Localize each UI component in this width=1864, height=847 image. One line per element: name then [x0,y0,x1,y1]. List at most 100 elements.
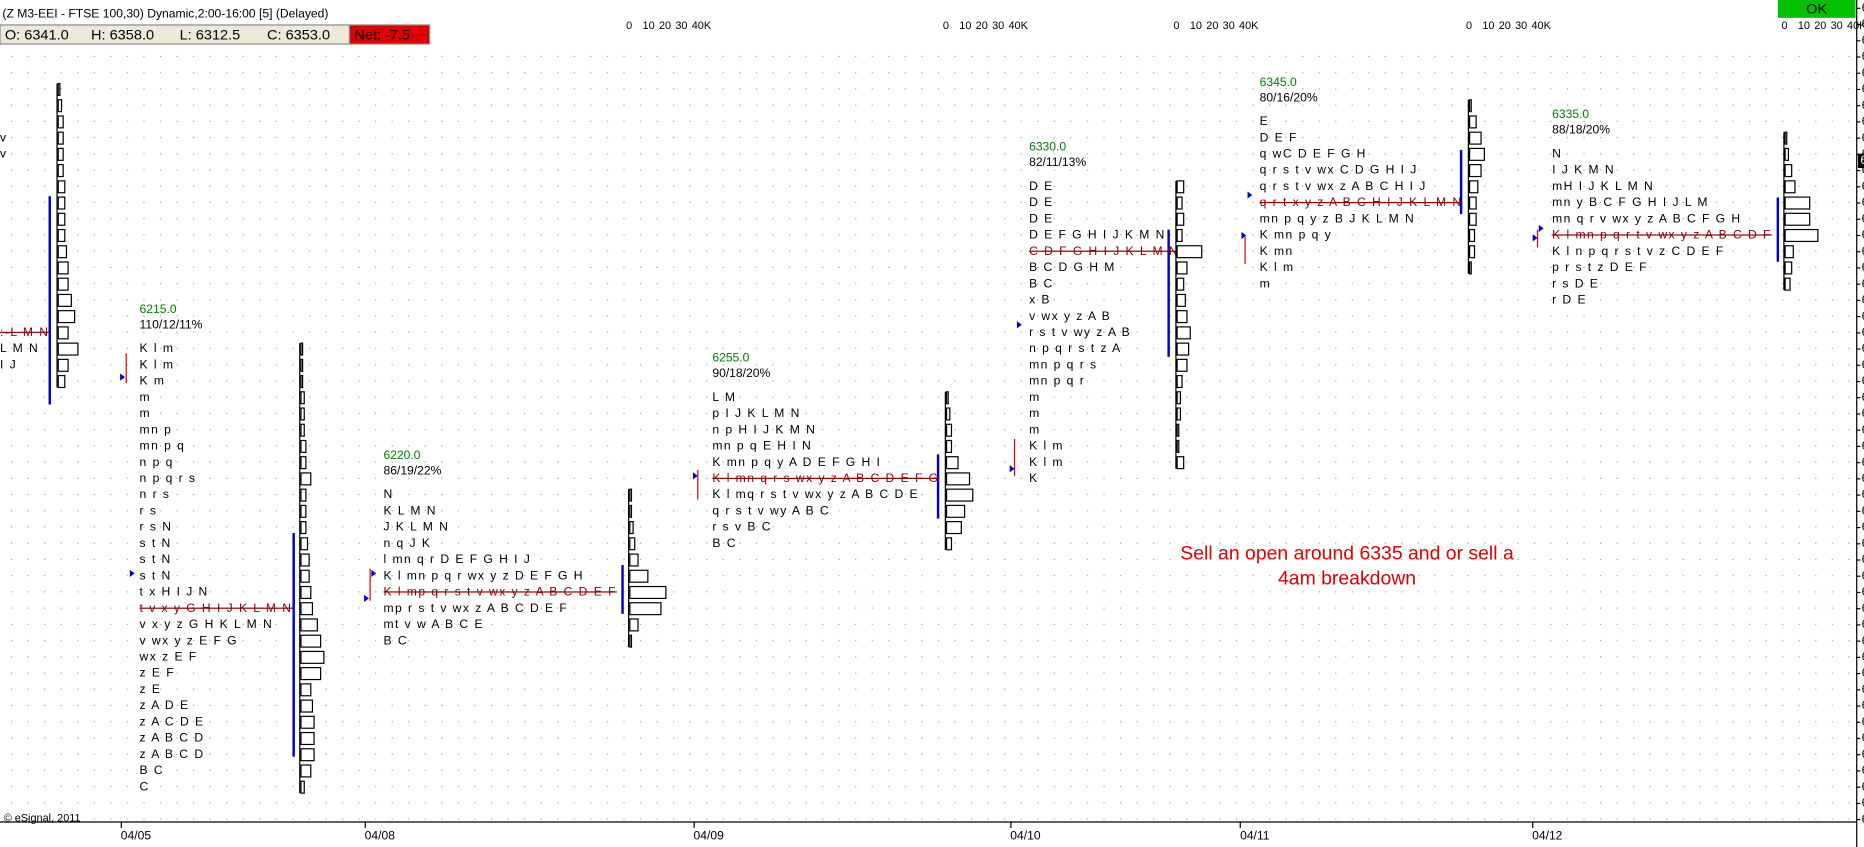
profile-row: q r s t v wy A B C [712,504,830,518]
volume-bar [57,261,69,275]
volume-bar [300,358,304,372]
y-tick-label: 6240.0 [1862,520,1864,534]
profile-row: J K L M N [383,520,449,534]
profile-row: r s [140,504,158,518]
profile-row: v wx y z A B [1029,309,1111,323]
volume-tick-label: 0 [1781,20,1787,32]
volume-bar [57,115,64,129]
profile-row: n r s [140,487,171,501]
volume-bar [1176,342,1190,356]
volume-bar [629,618,639,632]
volume-tick-label: 30 [1223,20,1235,32]
net: Net: -7.5 [354,28,410,44]
profile-row: K [1029,471,1039,485]
profile-row: D E F [1260,130,1298,144]
volume-bar [300,748,315,762]
y-tick-label: 6170.0 [1862,747,1864,761]
volume-bar [300,602,314,616]
y-tick-label: 6395.0 [1862,17,1864,31]
profile-row: s t N [140,568,172,582]
volume-bar [945,488,974,502]
profile-row: m [140,406,152,420]
profile-row: t v x y G H I J K L M N [140,601,293,615]
volume-bar [1176,358,1188,372]
volume-bar [945,456,959,470]
profile-stats: 110/12/11% [140,318,203,332]
volume-bar [1176,180,1185,194]
y-tick-label: 6335.0 [1862,212,1864,226]
profile-row: q r t x y z A B C H I J K L M N [1260,195,1463,209]
profile-row: s t N [140,536,172,550]
profile-row: z E [140,682,162,696]
profile-stats: 88/18/20% [1552,123,1610,137]
annotation: 4am breakdown [1278,569,1416,590]
y-tick-label: 6285.0 [1862,374,1864,388]
volume-bar [1468,99,1472,113]
volume-bar [629,521,634,535]
volume-bar [629,553,639,567]
volume-bar [945,423,953,437]
volume-bar [945,521,962,535]
y-tick-label: 6345.0 [1862,179,1864,193]
y-tick-label: 6280.0 [1862,390,1864,404]
profile-row: p I J K L M N [712,406,801,420]
profile-row: z A C D E [140,715,205,729]
x-tick-label: 04/08 [365,829,396,843]
profile-stats: 80/16/20% [1260,90,1318,104]
profile-row: mn p [140,422,173,436]
profile-row: x B [1029,293,1051,307]
volume-bar [300,667,322,681]
profile-row: K mn p q y [1260,228,1332,242]
volume-bar [945,504,966,518]
profile-row: K l n p q r s t v z C D E F [1552,244,1725,258]
profile-row: B C D G H M [1029,260,1116,274]
volume-bar [300,585,312,600]
profile-row: K l mn p q r wx y z D E F G H [383,568,583,582]
volume-bar [1468,196,1477,210]
ok-label: OK [1806,1,1827,17]
volume-tick-label: 30 [992,20,1004,32]
y-tick-label: 6225.0 [1862,568,1864,582]
profile-row: mH I J K L M N [1552,179,1654,193]
volume-tick-label: 20 [1499,20,1511,32]
volume-bar [1784,147,1790,161]
profile-row: n q J K [383,536,431,550]
profile-row: z A B C D [140,747,205,761]
y-tick-label: 6340.0 [1862,195,1864,209]
volume-bar [300,488,307,502]
volume-bar [1176,456,1185,470]
volume-bar [1176,196,1183,210]
y-tick-label: 6275.0 [1862,406,1864,420]
volume-bar [57,326,69,340]
volume-bar [300,374,304,389]
y-tick-label: 6320.0 [1862,260,1864,274]
volume-tick-label: 20 [1814,20,1826,32]
close: C: 6353.0 [267,28,330,44]
profile-row: r s N [140,520,173,534]
ok-button[interactable] [1777,0,1856,18]
profile-row: q wC D E F G H [1260,147,1367,161]
x-tick-label: 04/12 [1532,829,1563,843]
volume-bar [300,537,309,551]
volume-bar [1468,131,1482,145]
volume-bar [1468,147,1485,161]
volume-bar [1176,261,1188,275]
volume-bar [1468,115,1477,129]
profile-row: L M [712,390,736,404]
volume-bar [57,82,61,97]
profile-row: B C [1029,276,1054,290]
volume-bar [300,521,307,535]
volume-bar [1176,326,1191,340]
net-box [348,24,431,45]
y-tick-label: 6205.0 [1862,633,1864,647]
volume-bar [1784,180,1796,194]
volume-bar [1468,228,1476,243]
poc-label: 6335.0 [1552,107,1589,121]
volume-bar [1176,277,1185,291]
profile-row: q r s t v wx z A B C H I J [1260,179,1427,193]
volume-bar [945,537,953,551]
volume-bar [1176,212,1185,226]
poc-label: 6220.0 [383,448,420,462]
y-tick-label: 6245.0 [1862,504,1864,518]
